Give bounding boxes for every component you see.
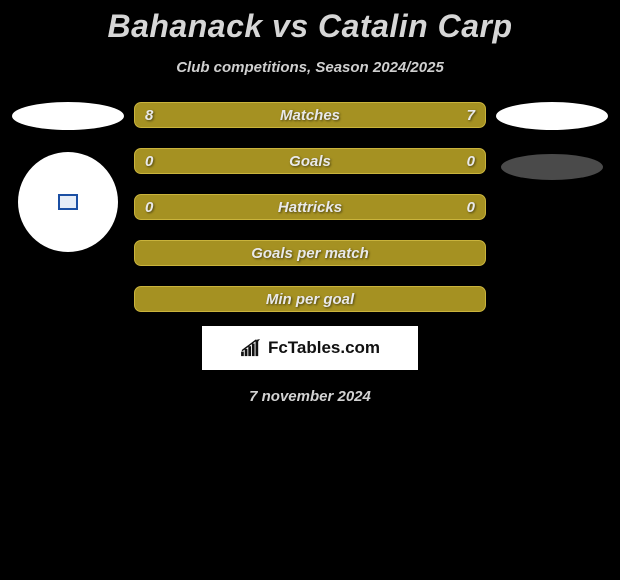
stat-label: Goals — [175, 153, 445, 170]
stat-label: Hattricks — [175, 199, 445, 216]
brand-wrap: FcTables.com — [240, 338, 380, 358]
stats-column: 8 Matches 7 0 Goals 0 0 Hattricks 0 Goal… — [128, 102, 492, 312]
stat-label: Goals per match — [175, 245, 445, 262]
stat-row-hattricks: 0 Hattricks 0 — [134, 194, 486, 220]
player1-oval-icon — [12, 102, 124, 130]
badge-placeholder-icon — [58, 194, 78, 210]
stat-row-min-per-goal: Min per goal — [134, 286, 486, 312]
comparison-card: Bahanack vs Catalin Carp Club competitio… — [0, 0, 620, 405]
stat-left-value: 0 — [145, 153, 175, 170]
left-player-column — [8, 102, 128, 252]
stat-right-value: 0 — [445, 153, 475, 170]
brand-text: FcTables.com — [268, 338, 380, 358]
main-row: 8 Matches 7 0 Goals 0 0 Hattricks 0 Goal… — [0, 102, 620, 312]
stat-row-goals: 0 Goals 0 — [134, 148, 486, 174]
stat-right-value: 7 — [445, 107, 475, 124]
page-title: Bahanack vs Catalin Carp — [0, 8, 620, 45]
brand-box[interactable]: FcTables.com — [202, 326, 418, 370]
stat-right-value: 0 — [445, 199, 475, 216]
player2-oval-icon — [496, 102, 608, 130]
player1-badge-circle — [18, 152, 118, 252]
right-player-column — [492, 102, 612, 180]
stat-row-goals-per-match: Goals per match — [134, 240, 486, 266]
stat-label: Matches — [175, 107, 445, 124]
date-text: 7 november 2024 — [0, 388, 620, 405]
bar-chart-icon — [240, 339, 262, 357]
subtitle: Club competitions, Season 2024/2025 — [0, 59, 620, 76]
stat-left-value: 8 — [145, 107, 175, 124]
stat-row-matches: 8 Matches 7 — [134, 102, 486, 128]
stat-left-value: 0 — [145, 199, 175, 216]
stat-label: Min per goal — [175, 291, 445, 308]
player2-oval2-icon — [501, 154, 603, 180]
